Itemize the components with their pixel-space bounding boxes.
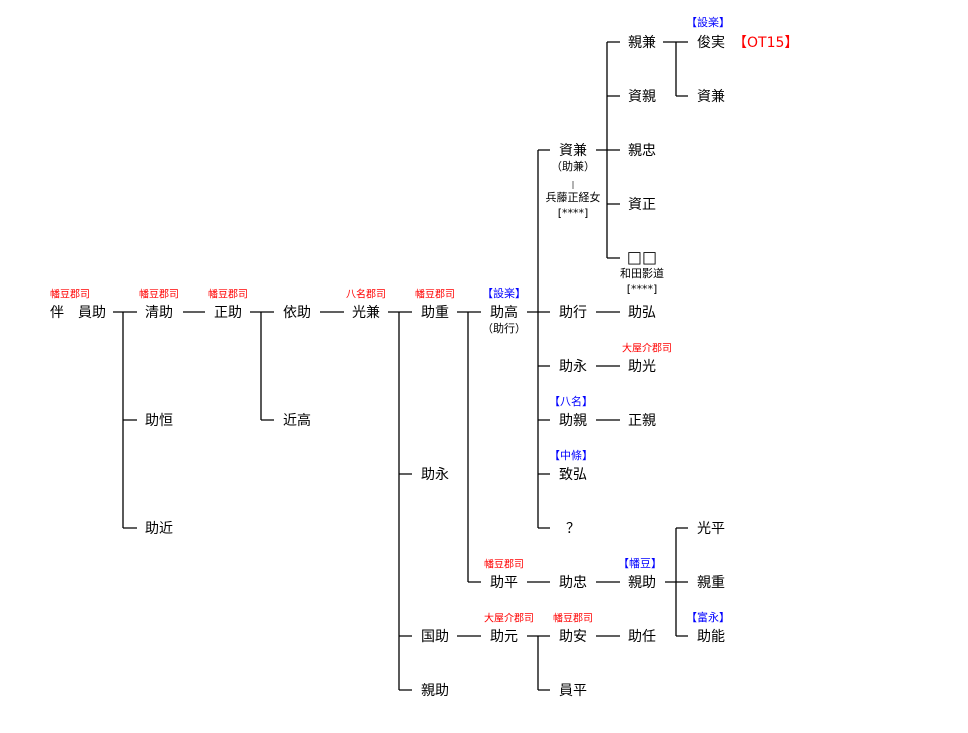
person-suketou: 助任 — [628, 629, 656, 645]
person-chikashige: 親重 — [697, 575, 725, 591]
person-sukemitsu: 助光 — [628, 359, 656, 375]
spouse-note: [****] — [557, 206, 589, 220]
person-sukenaga: 助永 — [421, 467, 449, 483]
office-label: 幡豆郡司 — [484, 559, 524, 571]
office-label: 幡豆郡司 — [208, 289, 248, 301]
clan-label: 【中條】 — [549, 449, 593, 462]
person-masasuke: 正助 — [214, 305, 242, 321]
office-label: 幡豆郡司 — [553, 613, 593, 625]
person-yorisuke: 依助 — [283, 305, 311, 321]
office-label: 八名郡司 — [346, 289, 386, 301]
person-sukataka: 助高 — [490, 305, 518, 321]
person-sukeyori: 助恒 — [145, 413, 173, 429]
person-mitsuhira: 光平 — [697, 521, 725, 537]
person-sukekane: 資兼 — [697, 89, 725, 105]
person-munehiro: 致弘 — [559, 467, 587, 483]
person-sukehira: 助平 — [490, 575, 518, 591]
clan-label: 【設楽】 — [482, 287, 526, 300]
spouse-name: 兵藤正経女 — [545, 191, 601, 204]
office-label: 幡豆郡司 — [139, 289, 179, 301]
person-sukemasa: 資正 — [628, 197, 656, 213]
person-sukehiro: 助弘 — [628, 305, 656, 321]
alt-name: （助兼） — [551, 160, 595, 173]
person-unknown-name: □□ — [626, 247, 658, 267]
person-kunisuke: 国助 — [421, 629, 449, 645]
person-toshizane: 俊実 — [697, 35, 725, 51]
person-sukeyasu: 助安 — [559, 629, 587, 645]
person-chikasuke: 親助 — [421, 683, 449, 699]
person-chikatada: 親忠 — [628, 143, 656, 159]
person-sukechika: 助親 — [559, 413, 587, 429]
person-sukechika: 助近 — [145, 521, 173, 537]
person-sukenaga: 助永 — [559, 359, 587, 375]
person-mitsukane: 光兼 — [352, 305, 380, 321]
office-label: 幡豆郡司 — [50, 289, 90, 301]
reference-link[interactable]: 【OT15】 — [733, 35, 799, 51]
person-masachika: 正親 — [628, 413, 656, 429]
clan-label: 【設楽】 — [686, 16, 730, 29]
person-chikakane: 親兼 — [628, 35, 656, 51]
person-kazuhira: 員平 — [559, 683, 587, 699]
clan-label: 【幡豆】 — [618, 557, 662, 570]
person-chikasuke: 親助 — [628, 575, 656, 591]
spouse-name: 和田影道 — [620, 267, 664, 280]
person-tomo-kazusuke: 伴 員助 — [50, 305, 106, 321]
person-sukeyoshi: 助能 — [697, 629, 725, 645]
person-sukekane: 資兼 — [559, 143, 587, 159]
person-sukeyuki: 助行 — [559, 305, 587, 321]
office-label: 大屋介郡司 — [622, 343, 672, 355]
office-label: 幡豆郡司 — [415, 289, 455, 301]
person-unknown: ？ — [566, 521, 580, 537]
person-sukechika: 資親 — [628, 89, 656, 105]
person-sukemoto: 助元 — [490, 629, 518, 645]
person-chikataka: 近高 — [283, 413, 311, 429]
clan-label: 【富永】 — [686, 611, 730, 624]
clan-label: 【八名】 — [549, 395, 593, 408]
office-label: 大屋介郡司 — [484, 613, 534, 625]
person-suketada: 助忠 — [559, 575, 587, 591]
person-kiyosuke: 清助 — [145, 305, 173, 321]
alt-name: （助行） — [482, 322, 526, 335]
person-sukeshige: 助重 — [421, 305, 449, 321]
spouse-note: [****] — [626, 282, 658, 296]
